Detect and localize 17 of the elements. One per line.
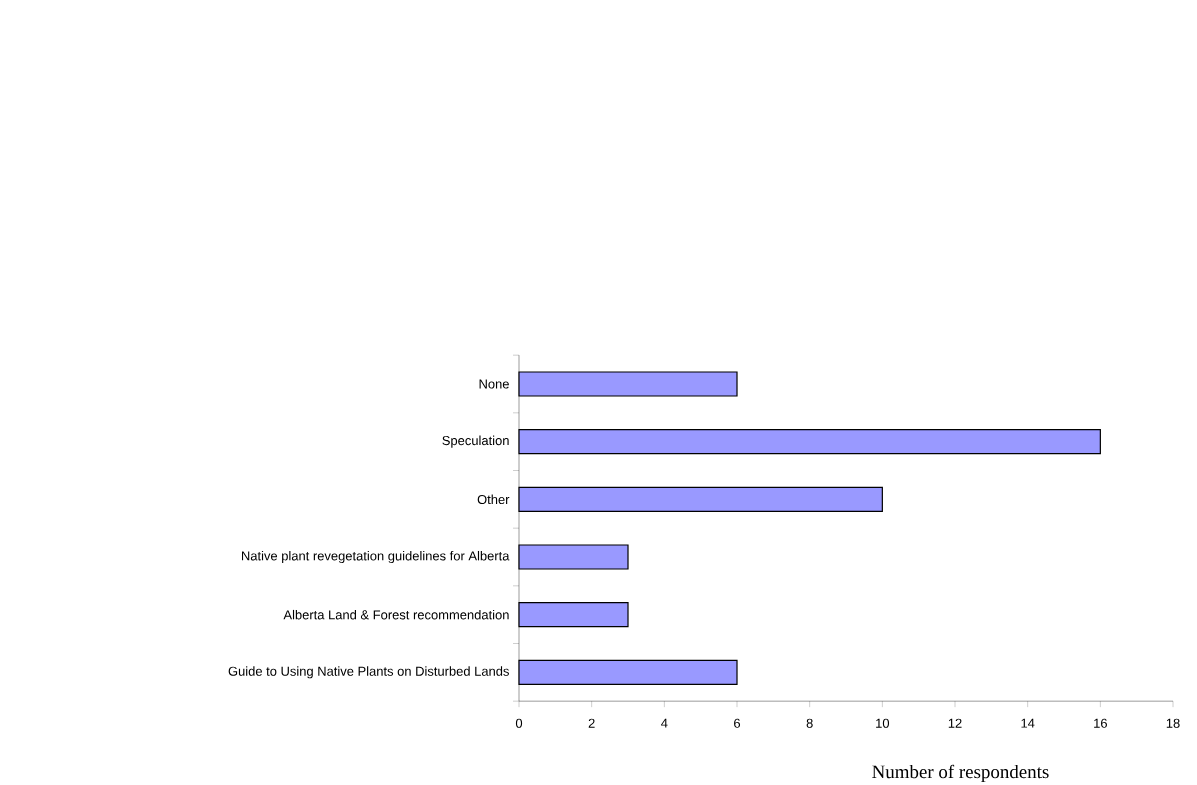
y-tick-label: Speculation xyxy=(442,435,509,448)
x-axis-title: Number of respondents xyxy=(872,764,1049,782)
x-tick-label: 2 xyxy=(588,718,595,728)
y-tick-label: None xyxy=(479,379,509,389)
x-tick-label: 8 xyxy=(806,718,813,728)
x-tick-label: 16 xyxy=(1094,718,1107,728)
x-tick-label: 18 xyxy=(1166,718,1180,728)
x-tick-label: 12 xyxy=(948,718,962,728)
x-tick-label: 4 xyxy=(661,718,668,728)
y-tick-label: Native plant revegetation guidelines for Alberta xyxy=(242,550,510,563)
x-tick-label: 6 xyxy=(734,718,741,728)
x-tick-label: 10 xyxy=(876,718,890,728)
y-tick-label: Alberta Land & Forest recommendation xyxy=(283,609,509,620)
y-tick-label: Guide to Using Native Plants on Disturbed Lands xyxy=(228,666,509,679)
y-tick-label: Other xyxy=(477,494,510,504)
x-tick-label: 14 xyxy=(1021,718,1035,728)
x-tick-label: 0 xyxy=(515,718,523,728)
